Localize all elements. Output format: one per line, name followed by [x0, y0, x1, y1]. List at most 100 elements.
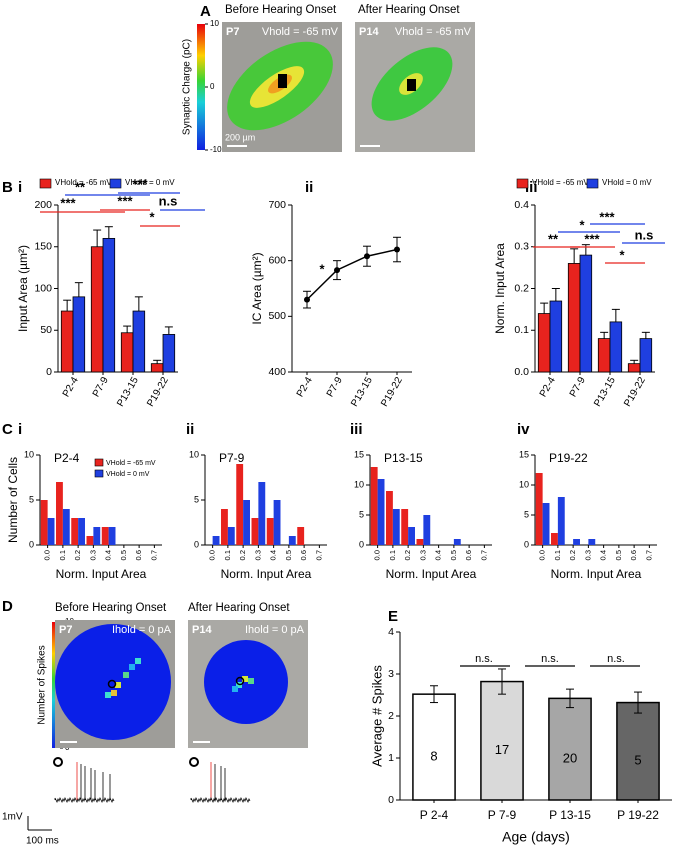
point: [364, 253, 370, 260]
x-tick-label: P13-15: [592, 375, 618, 409]
bar: [72, 296, 86, 373]
bar: [535, 473, 543, 545]
bar: [56, 482, 63, 545]
y-tick-label: 10: [519, 479, 529, 489]
x-tick-label: P 2-4: [420, 808, 449, 822]
scale-label: 200 µm: [225, 132, 255, 142]
heatmap: [407, 79, 416, 91]
x-tick-label: P13-15: [349, 375, 375, 409]
heatmap: [111, 690, 117, 696]
x-tick-label: P13-15: [115, 375, 141, 409]
y-tick-label: 5: [524, 509, 529, 519]
y-axis-label: IC Area (µm²): [250, 252, 264, 324]
image-title: After Hearing Onset: [188, 602, 290, 614]
legend-label: VHold = -65 mV: [532, 178, 589, 187]
y-axis-label: Norm. Input Area: [493, 243, 507, 334]
y-tick-label: 15: [354, 449, 364, 459]
significance: **: [548, 231, 559, 246]
bar: [480, 680, 524, 801]
x-tick-label: P7-9: [568, 375, 588, 399]
x-tick-label: 0.0: [43, 550, 52, 560]
bar: [86, 536, 94, 545]
bar: [236, 464, 244, 545]
y-tick-label: 150: [34, 241, 52, 253]
x-tick-label: 0.1: [388, 550, 397, 560]
x-tick-label: 0.2: [568, 550, 577, 560]
panel-label: C: [2, 421, 13, 438]
y-tick-label: 5: [29, 494, 34, 504]
x-tick-label: 0.1: [223, 550, 232, 560]
subpanel-label: iii: [350, 421, 363, 438]
count-label: 17: [495, 742, 509, 757]
bar: [423, 515, 431, 545]
bar: [212, 536, 220, 545]
legend-swatch: [516, 178, 529, 189]
x-tick-label: P2-4: [295, 375, 315, 399]
x-tick-label: P7-9: [325, 375, 345, 399]
subpanel-label: ii: [186, 421, 194, 438]
x-tick-label: 0.6: [299, 550, 308, 560]
x-tick-label: 0.3: [88, 550, 97, 560]
x-tick-label: 0.0: [373, 550, 382, 560]
heatmap: [232, 686, 238, 692]
image-age: P7: [226, 26, 239, 38]
x-tick-label: 0.5: [284, 550, 293, 560]
bar: [120, 332, 134, 373]
bar: [537, 313, 551, 373]
count-label: 8: [430, 749, 437, 764]
bar: [60, 310, 74, 373]
point: [334, 267, 340, 274]
x-tick-label: 0.6: [134, 550, 143, 560]
y-tick-label: 5: [359, 509, 364, 519]
bar: [251, 518, 259, 545]
bar: [392, 509, 400, 545]
y-tick-label: 0: [359, 539, 364, 549]
x-axis-label: Norm. Input Area: [56, 567, 147, 581]
x-tick-label: 0.5: [449, 550, 458, 560]
electrode-marker: [53, 757, 63, 767]
bar: [297, 527, 305, 545]
image-hold: Ihold = 0 pA: [112, 624, 172, 636]
y-tick-label: 0.2: [514, 282, 529, 294]
colorbar-tick-label: 0: [210, 82, 215, 91]
legend-swatch: [94, 469, 104, 478]
panel-label: D: [2, 598, 13, 615]
significance: *: [319, 261, 325, 276]
y-tick-label: 3: [388, 668, 394, 680]
subpanel-label: iv: [517, 421, 530, 438]
y-tick-label: 15: [519, 449, 529, 459]
y-tick-label: 600: [268, 254, 286, 266]
chart-title: P2-4: [54, 451, 80, 465]
x-axis-label: Norm. Input Area: [221, 567, 312, 581]
legend-swatch: [109, 178, 122, 189]
colorbar-label: Synaptic Charge (pC): [182, 39, 193, 135]
colorbar-tick-label: -10: [210, 145, 222, 154]
bar: [588, 539, 596, 545]
scale-label: 100 ms: [26, 836, 59, 847]
colorbar-tick-label: 10: [210, 19, 219, 28]
image-hold: Ihold = 0 pA: [245, 624, 305, 636]
y-tick-label: 5: [194, 494, 199, 504]
significance: n.s: [635, 227, 654, 242]
bar: [412, 693, 456, 801]
legend-label: VHold = 0 mV: [125, 178, 175, 187]
bar: [597, 338, 611, 373]
legend-label: VHold = -65 mV: [106, 460, 156, 467]
bar: [639, 338, 653, 373]
bar: [273, 500, 281, 545]
significance: n.s.: [541, 653, 559, 665]
x-tick-label: 0.2: [403, 550, 412, 560]
image-title: Before Hearing Onset: [225, 4, 337, 16]
x-tick-label: P 19-22: [617, 808, 659, 822]
x-tick-label: 0.3: [253, 550, 262, 560]
legend-label: VHold = -65 mV: [55, 178, 112, 187]
x-tick-label: 0.7: [479, 550, 488, 560]
x-tick-label: 0.6: [464, 550, 473, 560]
significance: n.s.: [475, 653, 493, 665]
x-tick-label: 0.2: [238, 550, 247, 560]
panel-label: B: [2, 179, 13, 196]
bar: [93, 527, 101, 545]
x-tick-label: 0.5: [119, 550, 128, 560]
bar: [548, 697, 592, 801]
trace: [190, 796, 251, 804]
